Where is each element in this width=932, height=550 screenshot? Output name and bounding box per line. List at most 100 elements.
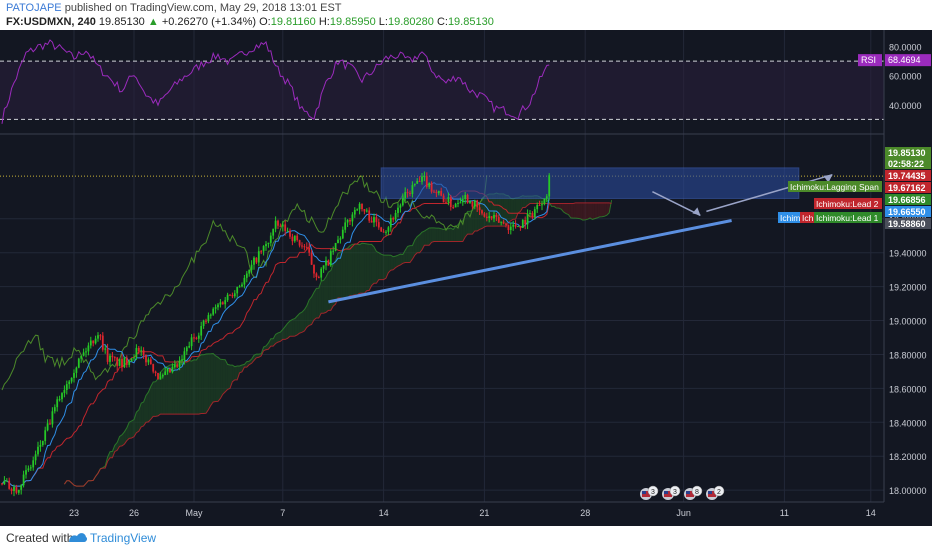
lead2-line	[63, 202, 612, 487]
chart-canvas[interactable]: 18.00000 18.20000 18.40000 18.60000 18.80000…	[0, 30, 932, 526]
time-tick-label: 14	[379, 508, 389, 518]
price-label-bg	[885, 170, 931, 181]
candle-body	[113, 357, 116, 359]
cloud-segment	[386, 255, 389, 279]
candle-body	[53, 407, 56, 412]
cloud-segment	[357, 244, 360, 295]
cloud-segment	[362, 243, 365, 294]
cloud-segment	[410, 245, 413, 263]
candle-body	[464, 194, 467, 200]
cloud-segment	[256, 354, 259, 358]
candle-body	[394, 212, 397, 220]
candle-body	[243, 277, 246, 285]
candle-body	[509, 226, 512, 231]
candle-body	[236, 287, 239, 294]
candle-body	[116, 357, 119, 366]
price-axis[interactable]: 18.00000 18.20000 18.40000 18.60000 18.80000…	[858, 30, 932, 526]
candle-body	[442, 195, 445, 203]
cloud-segment	[299, 312, 302, 334]
candle-body	[358, 203, 361, 210]
cloud-segment	[558, 203, 562, 210]
cloud-segment	[186, 360, 190, 415]
cloud-segment	[520, 195, 523, 212]
candle-body	[111, 355, 114, 358]
cloud-segment	[136, 409, 139, 433]
cloud-segment	[359, 243, 362, 294]
indicator-tag: Ich	[802, 213, 814, 223]
candle-body	[406, 192, 409, 194]
candle-body	[128, 361, 131, 365]
cloud-segment	[278, 332, 281, 343]
candle-body	[519, 226, 522, 228]
cloud-segment	[179, 359, 182, 415]
low-value: 19.80280	[387, 16, 434, 28]
cloud-segment	[366, 243, 370, 291]
candle-body	[17, 489, 20, 493]
cloud-segment	[518, 196, 521, 214]
candle-body	[1, 483, 3, 485]
candle-body	[337, 239, 339, 243]
cloud-segment	[206, 353, 209, 414]
candle-body	[267, 242, 270, 245]
candle-body	[68, 381, 71, 385]
candle-body	[255, 257, 258, 263]
cloud-segment	[383, 255, 386, 280]
cloud-segment	[597, 202, 600, 218]
cloud-segment	[414, 236, 418, 256]
cloud-segment	[316, 288, 319, 318]
candle-body	[164, 371, 167, 376]
candle-body	[495, 214, 498, 218]
candle-body	[303, 246, 306, 248]
cloud-segment	[472, 205, 475, 235]
cloud-segment	[330, 264, 334, 311]
cloud-segment	[191, 359, 194, 415]
cloud-segment	[585, 202, 588, 220]
event-count: 3	[673, 489, 677, 496]
candle-body	[536, 205, 539, 210]
cloud-segment	[146, 392, 149, 423]
cloud-segment	[309, 296, 312, 326]
author-link[interactable]: PATOJAPE	[6, 2, 62, 14]
cloud-segment	[153, 381, 156, 417]
cloud-segment	[297, 313, 300, 335]
candle-body	[154, 371, 157, 374]
candle-body	[118, 358, 121, 366]
drawings[interactable]	[328, 173, 833, 304]
rsi-value-bg	[885, 54, 931, 67]
candle-body	[329, 251, 332, 266]
price-label-bg	[885, 158, 931, 169]
chart-area[interactable]: 18.00000 18.20000 18.40000 18.60000 18.80000…	[0, 30, 932, 526]
event-count: 2	[717, 489, 721, 496]
candle-body	[248, 269, 251, 274]
brand-link[interactable]: TradingView	[90, 531, 157, 545]
resistance-zone[interactable]	[380, 167, 800, 199]
symbol-label[interactable]: FX:USDMXN, 240	[6, 16, 96, 28]
candle-body	[200, 326, 203, 336]
candle-body	[308, 247, 311, 253]
event-markers[interactable]: 3 3 8 2	[640, 485, 725, 500]
cloud-segment	[388, 255, 391, 273]
cloud-segment	[160, 369, 163, 415]
event-count-badge	[669, 485, 681, 497]
candle-body	[5, 480, 8, 482]
candle-body	[147, 359, 150, 363]
candle-body	[286, 230, 289, 232]
candle-body	[389, 217, 392, 228]
candle-body	[229, 294, 231, 296]
rsi-value: 68.4694	[888, 55, 921, 65]
cloud-segment	[453, 226, 456, 242]
candle-body	[392, 217, 395, 220]
candle-body	[77, 358, 80, 368]
indicator-tags: Ichimoku:Lagging Span Ichimoku:Lead 2 Ichi…	[778, 181, 882, 223]
candles[interactable]	[1, 171, 551, 497]
price-label-bg	[885, 206, 931, 217]
candle-body	[197, 335, 200, 339]
candle-body	[497, 217, 500, 223]
candle-body	[423, 176, 426, 178]
time-axis[interactable]: 23 26 May 7 14 21 28 Jun 11 14	[0, 501, 932, 526]
candle-body	[361, 203, 363, 210]
cloud-segment	[419, 232, 422, 253]
candle-body	[452, 207, 455, 209]
candle-body	[421, 176, 423, 182]
cloud-segment	[350, 244, 353, 296]
